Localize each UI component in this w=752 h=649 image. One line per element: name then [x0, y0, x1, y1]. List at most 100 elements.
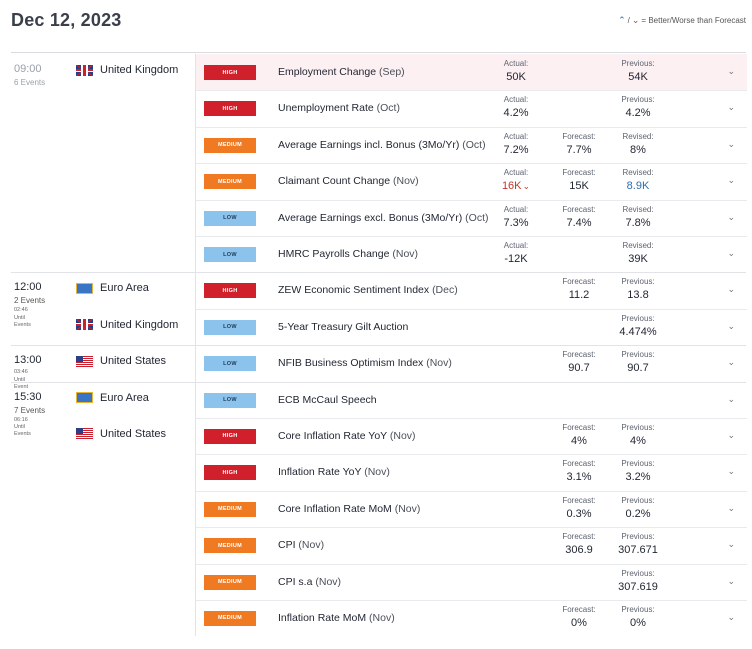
chevron-down-icon[interactable]: ⌄	[727, 393, 735, 404]
chevron-down-icon[interactable]: ⌄	[727, 138, 735, 149]
previous-number: 90.7	[627, 362, 649, 375]
event-time: 09:00	[14, 63, 42, 75]
event-name[interactable]: HMRC Payrolls Change (Nov)	[278, 248, 418, 260]
event-title: Inflation Rate YoY	[278, 466, 365, 479]
event-row[interactable]: LOW HMRC Payrolls Change (Nov) Actual: -12K…	[196, 236, 747, 272]
event-name[interactable]: Inflation Rate MoM (Nov)	[278, 612, 395, 624]
event-title: Unemployment Rate	[278, 102, 377, 115]
event-name[interactable]: NFIB Business Optimism Index (Nov)	[278, 357, 452, 369]
forecast-label: Forecast:	[562, 422, 596, 432]
chevron-down-icon[interactable]: ⌄	[727, 66, 735, 76]
previous-number: 0%	[630, 616, 646, 629]
previous-number: 4.2%	[625, 107, 651, 120]
row-divider	[196, 199, 747, 201]
event-name[interactable]: Core Inflation Rate YoY (Nov)	[278, 430, 416, 442]
previous-number: 307.619	[618, 580, 658, 593]
event-row[interactable]: MEDIUM Core Inflation Rate MoM (Nov) Forec…	[196, 491, 747, 527]
forecast-label: Forecast:	[562, 350, 596, 360]
chevron-down-icon[interactable]: ⌄	[727, 320, 735, 331]
event-title: Average Earnings excl. Bonus (3Mo/Yr)	[278, 211, 466, 224]
forecast-label: Forecast:	[562, 459, 596, 469]
event-title: ZEW Economic Sentiment Index	[278, 284, 433, 297]
event-name[interactable]: Inflation Rate YoY (Nov)	[278, 466, 390, 478]
us-flag-icon	[76, 428, 93, 440]
event-row[interactable]: HIGH Inflation Rate YoY (Nov) Forecast: 3.1…	[196, 454, 747, 490]
row-divider	[196, 599, 747, 601]
event-group: 15:30 7 Events 06:16 Until Events Euro Area Un…	[0, 381, 752, 637]
previous-label: Previous:	[621, 350, 655, 360]
row-divider	[196, 308, 747, 310]
event-name[interactable]: 5-Year Treasury Gilt Auction	[278, 321, 408, 333]
event-row[interactable]: MEDIUM Claimant Count Change (Nov) Actual:…	[196, 163, 747, 199]
event-name[interactable]: Core Inflation Rate MoM (Nov)	[278, 503, 420, 515]
event-row[interactable]: MEDIUM Average Earnings incl. Bonus (3Mo/…	[196, 127, 747, 163]
event-period: (Oct)	[465, 211, 489, 224]
chevron-down-icon[interactable]: ⌄	[727, 466, 735, 477]
event-name[interactable]: Employment Change (Sep)	[278, 66, 405, 78]
event-row[interactable]: HIGH Unemployment Rate (Oct) Actual: 4.2% Pr…	[196, 90, 747, 126]
event-period: (Nov)	[315, 575, 342, 588]
event-name[interactable]: Average Earnings excl. Bonus (3Mo/Yr) (O…	[278, 212, 488, 224]
chevron-down-icon[interactable]: ⌄	[727, 502, 735, 513]
event-row[interactable]: LOW 5-Year Treasury Gilt Auction Previous…	[196, 309, 747, 345]
impact-badge: HIGH	[204, 283, 256, 299]
chevron-down-icon[interactable]: ⌄	[727, 539, 735, 550]
previous-label: Previous:	[621, 604, 655, 614]
event-period: (Nov)	[364, 466, 390, 479]
event-period: (Nov)	[392, 175, 419, 188]
event-row[interactable]: HIGH Core Inflation Rate YoY (Nov) Forecas…	[196, 418, 747, 454]
actual-number: 16K⌄	[501, 180, 531, 193]
country-label: United States	[76, 355, 166, 367]
event-name[interactable]: CPI s.a (Nov)	[278, 576, 341, 588]
event-name[interactable]: ZEW Economic Sentiment Index (Dec)	[278, 284, 458, 296]
event-row[interactable]: MEDIUM Inflation Rate MoM (Nov) Forecast: 0…	[196, 600, 747, 636]
chevron-down-icon[interactable]: ⌄	[727, 284, 735, 295]
previous-label: Previous:	[621, 459, 655, 469]
row-divider	[196, 163, 747, 165]
chevron-down-icon[interactable]: ⌄	[727, 611, 735, 622]
event-name[interactable]: ECB McCaul Speech	[278, 394, 377, 406]
impact-badge: LOW	[204, 392, 256, 408]
event-row[interactable]: MEDIUM CPI (Nov) Forecast: 306.9 Previous: 30…	[196, 527, 747, 563]
previous-label: Previous:	[621, 313, 655, 323]
row-divider	[196, 527, 747, 529]
event-row[interactable]: LOW ECB McCaul Speech ⌄	[196, 382, 747, 418]
chevron-down-icon[interactable]: ⌄	[727, 357, 735, 368]
countdown-line: Until	[14, 314, 26, 321]
actual-label: Actual:	[503, 95, 529, 105]
chevron-down-icon[interactable]: ⌄	[727, 248, 735, 258]
event-title: Core Inflation Rate MoM	[278, 502, 395, 515]
country-name: United Kingdom	[100, 64, 179, 76]
event-name[interactable]: Unemployment Rate (Oct)	[278, 102, 400, 114]
events-count: 6 Events	[14, 78, 46, 87]
event-period: (Nov)	[392, 248, 419, 260]
chevron-down-icon[interactable]: ⌄	[727, 575, 735, 586]
group-info: 13:00 03:46 Until Event United States	[0, 345, 196, 390]
forecast-legend: ⌃ / ⌄ = Better/Worse than Forecast	[618, 15, 746, 26]
event-name[interactable]: Claimant Count Change (Nov)	[278, 175, 419, 187]
group-divider	[11, 272, 746, 274]
event-row[interactable]: LOW Average Earnings excl. Bonus (3Mo/Yr)…	[196, 200, 747, 236]
chevron-down-icon[interactable]: ⌄	[727, 102, 735, 113]
country-label: United States	[76, 428, 166, 440]
uk-flag-icon	[76, 64, 93, 76]
event-title: CPI	[278, 539, 299, 552]
previous-label: Previous:	[621, 422, 655, 432]
actual-number: 50K	[506, 71, 526, 83]
event-row[interactable]: LOW NFIB Business Optimism Index (Nov) For…	[196, 345, 747, 381]
event-title: HMRC Payrolls Change	[278, 248, 393, 260]
event-row[interactable]: HIGH Employment Change (Sep) Actual: 50K Pre…	[196, 54, 747, 91]
impact-badge: MEDIUM	[204, 174, 256, 190]
countdown-line: Until	[14, 376, 26, 383]
actual-number: -12K	[504, 253, 528, 265]
event-name[interactable]: Average Earnings incl. Bonus (3Mo/Yr) (O…	[278, 139, 486, 151]
forecast-number: 7.4%	[566, 216, 592, 229]
event-row[interactable]: MEDIUM CPI s.a (Nov) Previous: 307.619 ⌄	[196, 564, 747, 600]
event-row[interactable]: HIGH ZEW Economic Sentiment Index (Dec) Fo…	[196, 272, 747, 308]
chevron-down-icon[interactable]: ⌄	[727, 175, 735, 186]
chevron-down-icon[interactable]: ⌄	[727, 429, 735, 440]
countdown: 02:46 Until Events	[14, 307, 31, 329]
chevron-down-icon[interactable]: ⌄	[727, 211, 735, 222]
event-name[interactable]: CPI (Nov)	[278, 539, 324, 551]
legend-text: = Better/Worse than Forecast	[641, 16, 746, 25]
